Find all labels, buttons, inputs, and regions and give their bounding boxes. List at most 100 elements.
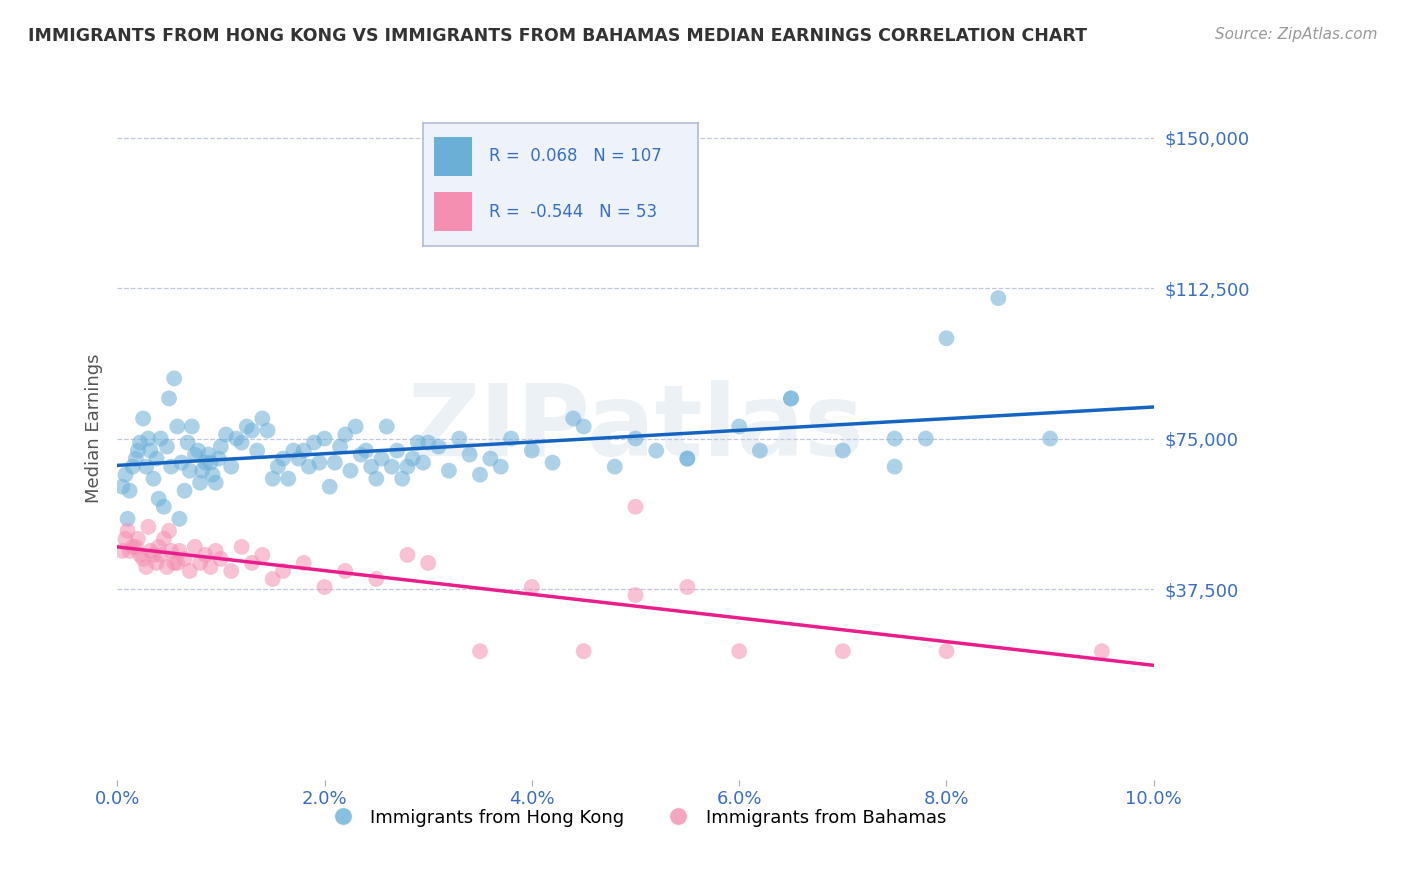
Point xyxy=(406,435,429,450)
Point xyxy=(262,572,284,586)
Point xyxy=(314,432,336,446)
Text: IMMIGRANTS FROM HONG KONG VS IMMIGRANTS FROM BAHAMAS MEDIAN EARNINGS CORRELATION: IMMIGRANTS FROM HONG KONG VS IMMIGRANTS … xyxy=(28,27,1087,45)
Point xyxy=(117,524,139,538)
Point xyxy=(156,560,179,574)
Point xyxy=(160,544,183,558)
Point xyxy=(292,556,315,570)
Point xyxy=(148,540,170,554)
Point xyxy=(314,580,336,594)
Point xyxy=(603,459,626,474)
Point xyxy=(179,464,201,478)
Point xyxy=(935,644,957,658)
Point xyxy=(883,459,905,474)
Point xyxy=(114,532,136,546)
Point xyxy=(298,459,321,474)
Point xyxy=(449,432,471,446)
Point xyxy=(132,552,155,566)
Point xyxy=(219,564,242,578)
Point xyxy=(169,544,191,558)
Point xyxy=(676,451,699,466)
Point xyxy=(173,483,195,498)
Point xyxy=(135,560,157,574)
Point xyxy=(412,456,434,470)
Point xyxy=(145,556,167,570)
Point xyxy=(283,443,305,458)
Point xyxy=(139,443,162,458)
Point xyxy=(645,443,668,458)
Point xyxy=(396,548,419,562)
Point xyxy=(572,644,595,658)
Point xyxy=(501,432,523,446)
Point xyxy=(117,512,139,526)
Point xyxy=(780,392,803,406)
Point xyxy=(118,483,141,498)
Point xyxy=(520,580,543,594)
Point xyxy=(149,548,172,562)
Point xyxy=(458,448,481,462)
Point xyxy=(335,427,357,442)
Point xyxy=(127,532,149,546)
Point xyxy=(121,459,143,474)
Point xyxy=(145,451,167,466)
Point xyxy=(153,532,176,546)
Point xyxy=(350,448,373,462)
Point xyxy=(479,451,502,466)
Point xyxy=(166,556,188,570)
Point xyxy=(396,459,419,474)
Point xyxy=(935,331,957,345)
Point xyxy=(166,419,188,434)
Point xyxy=(302,435,325,450)
Point xyxy=(468,467,491,482)
Point xyxy=(194,456,217,470)
Point xyxy=(366,472,388,486)
Point xyxy=(114,467,136,482)
Point xyxy=(728,644,751,658)
Point xyxy=(370,451,392,466)
Point xyxy=(142,472,165,486)
Point xyxy=(200,560,222,574)
Point xyxy=(360,459,382,474)
Point xyxy=(624,432,647,446)
Point xyxy=(520,443,543,458)
Point xyxy=(163,371,186,385)
Point xyxy=(188,475,211,490)
Point xyxy=(271,564,294,578)
Point xyxy=(427,440,450,454)
Point xyxy=(176,435,198,450)
Point xyxy=(204,544,226,558)
Point xyxy=(209,440,232,454)
Point xyxy=(169,512,191,526)
Text: ZIPatlas: ZIPatlas xyxy=(408,380,863,477)
Point xyxy=(157,392,180,406)
Point xyxy=(121,540,143,554)
Point xyxy=(748,443,770,458)
Point xyxy=(1039,432,1062,446)
Point xyxy=(157,524,180,538)
Point xyxy=(125,540,148,554)
Point xyxy=(277,472,299,486)
Legend: Immigrants from Hong Kong, Immigrants from Bahamas: Immigrants from Hong Kong, Immigrants fr… xyxy=(318,801,953,834)
Point xyxy=(354,443,377,458)
Point xyxy=(572,419,595,434)
Point xyxy=(914,432,936,446)
Point xyxy=(179,564,201,578)
Point xyxy=(318,480,340,494)
Point xyxy=(1091,644,1114,658)
Point xyxy=(118,544,141,558)
Point xyxy=(197,448,219,462)
Point xyxy=(676,580,699,594)
Point xyxy=(624,500,647,514)
Point xyxy=(385,443,408,458)
Point xyxy=(180,419,202,434)
Point xyxy=(339,464,361,478)
Point xyxy=(204,475,226,490)
Point xyxy=(148,491,170,506)
Point xyxy=(728,419,751,434)
Point xyxy=(163,556,186,570)
Point xyxy=(170,456,193,470)
Point xyxy=(160,459,183,474)
Point xyxy=(208,451,231,466)
Point xyxy=(219,459,242,474)
Point xyxy=(142,548,165,562)
Text: Source: ZipAtlas.com: Source: ZipAtlas.com xyxy=(1215,27,1378,42)
